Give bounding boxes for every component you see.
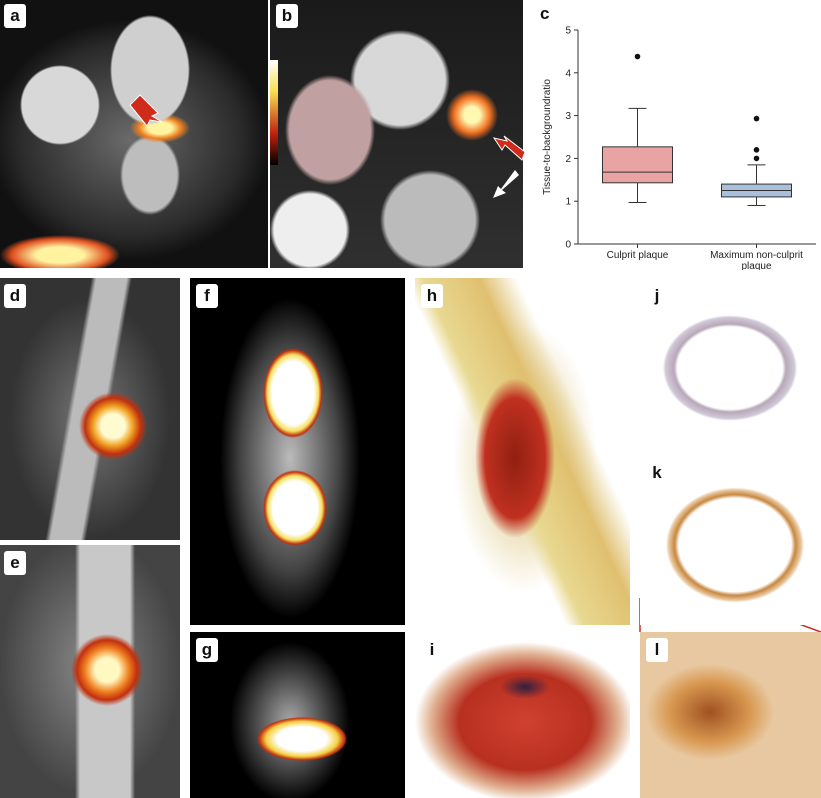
panel-a-image — [0, 0, 268, 268]
panel-k-image — [640, 455, 821, 625]
panel-h-image — [415, 278, 630, 625]
panel-label: f — [196, 284, 218, 308]
box-plot: 0 1 2 3 4 5 Tissue-to-backgroundratio Culprit p… — [542, 26, 816, 270]
outlier — [753, 155, 760, 162]
arrow — [492, 135, 526, 161]
x-tick-label-box: Culprit plaque — [606, 250, 669, 261]
panel-label: l — [646, 638, 668, 662]
x-tick-label: Maximum non-culprit plaque — [710, 250, 803, 270]
panel-label: g — [196, 638, 218, 662]
y-tick-label: 5 — [565, 26, 571, 37]
x-tick-label: Culprit plaque — [606, 250, 669, 261]
x-tick-label-box: Maximum non-culprit plaque — [710, 250, 803, 270]
panel-label: k — [646, 461, 668, 485]
y-tick-label: 3 — [565, 111, 571, 122]
panel-i-image — [415, 632, 630, 798]
panel-f-image — [190, 278, 405, 625]
y-tick-label: 0 — [565, 240, 571, 251]
y-axis-label: Tissue-to-backgroundratio — [542, 79, 553, 195]
outlier — [753, 147, 760, 153]
panel-e-image — [0, 545, 180, 798]
colorbar — [270, 60, 278, 165]
panel-label: b — [276, 4, 298, 28]
box — [602, 146, 673, 184]
panel-label: a — [4, 4, 26, 28]
y-tick-label: 1 — [565, 197, 571, 208]
panel-j-image — [640, 278, 821, 455]
outlier — [634, 53, 641, 60]
panel-label: i — [421, 638, 443, 662]
panel-label: j — [646, 284, 668, 308]
outlier — [753, 115, 760, 122]
panel-label: d — [4, 284, 26, 308]
panel-l-image — [640, 632, 821, 798]
y-tick-label: 4 — [565, 68, 571, 79]
panel-label: c — [540, 4, 550, 23]
arrow — [129, 94, 163, 127]
panel-d-image — [0, 278, 180, 540]
panel-label: h — [421, 284, 443, 308]
panel-label: e — [4, 551, 26, 575]
arrow — [493, 170, 519, 198]
panel-b-image — [270, 0, 523, 268]
panel-g-image — [190, 632, 405, 798]
y-tick-label: 2 — [565, 154, 571, 165]
